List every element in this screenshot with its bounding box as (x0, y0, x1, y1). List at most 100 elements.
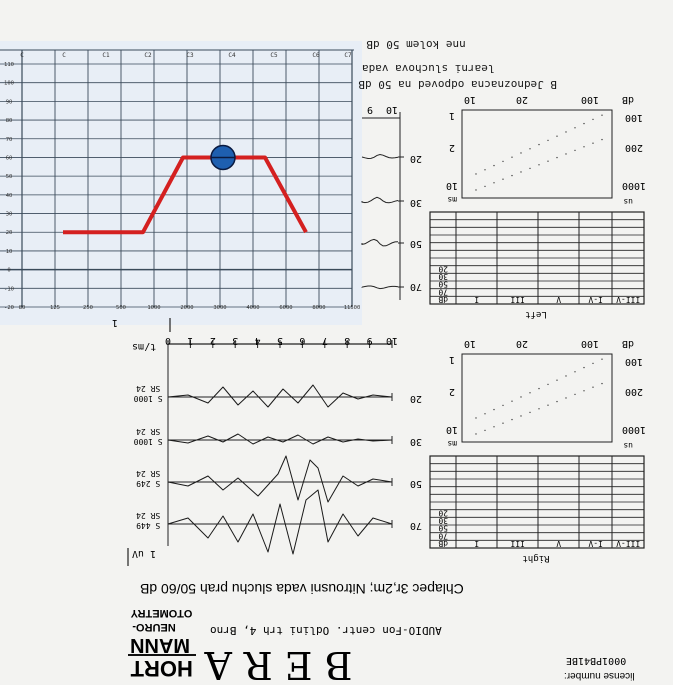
latency-top-label: 20 (516, 338, 528, 349)
wave-axis-tick: 0 (165, 335, 171, 346)
latency-us-label: us (623, 197, 633, 206)
audiogram-top-label: C (62, 52, 66, 59)
address: AUDIO-Fon centr. Odlini trh 4, Brno (210, 624, 442, 637)
logo-line-otometry: OTOMETRY (130, 607, 192, 619)
latency-row-label: dB (438, 295, 448, 304)
small-wave-level-20: 20 (410, 153, 422, 164)
latency-col-label: I (474, 295, 479, 304)
latency-plot-frame (461, 109, 613, 199)
latency-row-label: 70 (438, 531, 448, 540)
audiogram-y-label: 60 (6, 155, 13, 161)
audiogram-top-label: C (20, 52, 24, 59)
wave-row-label-s: S 1000 (134, 437, 163, 446)
audiogram-x-label: 1000 (147, 305, 160, 311)
wave-axis-ticks: 0 1 2 3 4 5 6 7 8 9 10 (165, 335, 398, 348)
audiogram-y-label: 80 (6, 118, 13, 124)
small-wave-axis-10: 10 (386, 104, 398, 115)
latency-top-label: 10 (464, 338, 476, 349)
latency-row-label: 20 (438, 264, 448, 273)
audiogram: C C C1 C2 C3 C4 C5 C6 C7 11010090807060504030201… (0, 41, 362, 325)
small-wave-level-70: 70 (410, 281, 422, 292)
latency-col-label: V (556, 539, 561, 548)
audiogram-y-label: 30 (6, 212, 13, 218)
latency-left-label: 1 (449, 110, 455, 121)
audiogram-top-label: C2 (144, 52, 152, 59)
audiogram-top-labels: C C C1 C2 C3 C4 C5 C6 C7 (20, 52, 352, 59)
wave-row-label-s: S 249 (136, 479, 160, 488)
caption: Chlapec 3r,2m; Nitrousni vada sluchu pra… (140, 581, 464, 597)
audiogram-top-label: C6 (312, 52, 320, 59)
latency-top-label: dB (622, 338, 634, 349)
latency-us-label: us (623, 441, 633, 450)
audiogram-x-label: 2000 (180, 305, 193, 311)
license-label: license number: (564, 670, 635, 681)
audiogram-x-label: 250 (83, 305, 93, 311)
header-note-2: learni sluchova vada (362, 62, 494, 75)
latency-plot-frame (461, 353, 613, 443)
title-bera: B E R A (204, 643, 353, 685)
audiogram-x-label: 3000 (213, 305, 226, 311)
audiogram-x-label: 125 (50, 305, 60, 311)
latency-row-label: 50 (438, 524, 448, 533)
audiogram-y-label: -20 (4, 305, 14, 311)
header-notes: nne kolem 50 dB learni sluchova vada B J… (358, 38, 557, 91)
latency-top-label: 20 (516, 94, 528, 105)
latency-left-label: 1 (449, 354, 455, 365)
audiogram-y-label: -10 (4, 286, 14, 292)
audiogram-background (0, 41, 362, 325)
latency-row-label: 70 (438, 287, 448, 296)
latency-row-label: 50 (438, 280, 448, 289)
latency-right-label: 1000 (622, 180, 646, 191)
wave-axis-tick: 3 (232, 335, 238, 346)
latency-ms-label: ms (447, 195, 457, 204)
audiogram-y-label: 90 (6, 99, 13, 105)
audiogram-y-label: 70 (6, 137, 13, 143)
small-wave-trace (361, 285, 399, 290)
small-wave-traces (361, 153, 404, 290)
wave-axis-tick: 5 (277, 335, 283, 346)
small-wave-trace (361, 153, 399, 160)
latency-side-label: Left (525, 309, 547, 319)
latency-col-label: III-V (616, 539, 640, 548)
latency-left-label: 10 (446, 180, 458, 191)
wave-scale-label: 1 uV (132, 548, 156, 559)
small-wave-level-50: 50 (410, 238, 422, 249)
latency-right-label: 100 (625, 112, 643, 123)
latency-col-label: I-V (588, 295, 603, 304)
audiogram-top-label: C7 (344, 52, 352, 59)
audiogram-y-label: 0 (7, 268, 10, 274)
wave-row-label-sr: SR 24 (136, 427, 160, 436)
wave-row-level: 30 (410, 436, 422, 447)
audiogram-grid (0, 49, 354, 308)
wave-row-label-sr: SR 24 (136, 469, 160, 478)
audiogram-y-label: 40 (6, 193, 13, 199)
audiogram-x-label: 500 (116, 305, 126, 311)
wave-axis-tick: 9 (367, 335, 373, 346)
latency-right-label: 1000 (622, 424, 646, 435)
wave-row-label-s: S 1000 (134, 394, 163, 403)
audiogram-top-label: C1 (102, 52, 110, 59)
wave-trace (167, 455, 393, 503)
latency-col-label: V (556, 295, 561, 304)
audiogram-y-label: 100 (4, 81, 14, 87)
small-wave-trace (361, 196, 399, 204)
latency-col-label: III-V (616, 295, 640, 304)
wave-row-level: 20 (410, 393, 422, 404)
latency-top-label: 100 (581, 338, 599, 349)
latency-row-label: dB (438, 539, 448, 548)
audiogram-y-label: 110 (4, 62, 14, 68)
latency-right-label: 200 (625, 386, 643, 397)
latency-col-label: I (474, 539, 479, 548)
audiogram-x-label: 8000 (312, 305, 325, 311)
latency-top-label: dB (622, 94, 634, 105)
wave-row-level: 70 (410, 520, 422, 531)
small-wave-axis-9: 9 (367, 104, 373, 115)
wave-trace (167, 384, 393, 408)
audiogram-x-label: 80 (19, 305, 26, 311)
small-waveforms: 9 10 20 30 50 70 (361, 104, 422, 300)
wave-row-label-s: S 449 (136, 521, 160, 530)
latency-row-label: 20 (438, 508, 448, 517)
wave-row-level: 50 (410, 478, 422, 489)
